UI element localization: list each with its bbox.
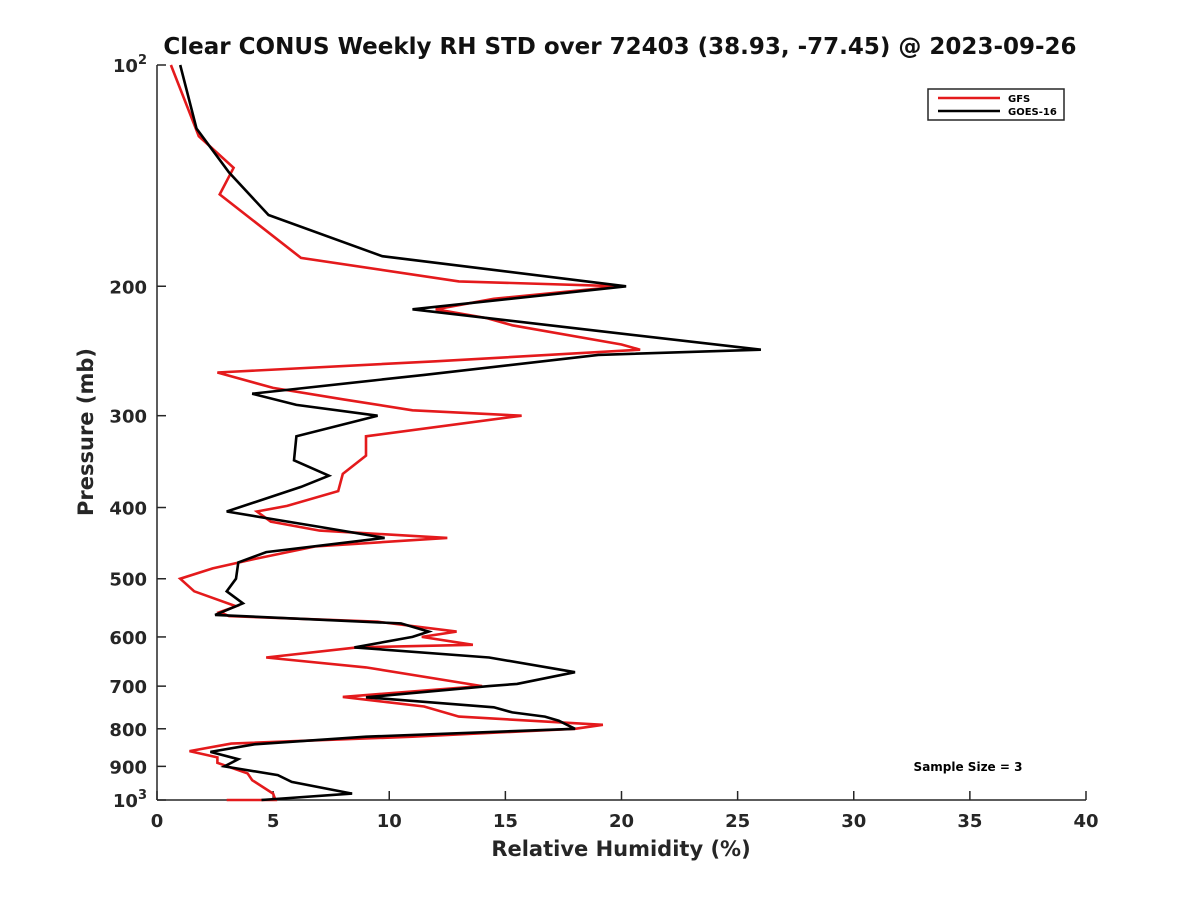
y-axis-label: Pressure (mb) [74, 348, 98, 516]
x-tick-label: 20 [609, 811, 634, 832]
y-tick-label: 400 [109, 499, 147, 520]
x-tick-label: 25 [725, 811, 750, 832]
legend-items: GFS GOES-16 [938, 94, 1057, 118]
x-tick-label: 35 [957, 811, 982, 832]
y-tick-label: 102 [113, 53, 147, 77]
x-tick-label: 10 [377, 811, 402, 832]
series-line-goes-16 [178, 64, 762, 802]
y-tick-label: 200 [109, 277, 147, 298]
chart-title: Clear CONUS Weekly RH STD over 72403 (38… [163, 34, 1076, 60]
x-tick-label: 40 [1073, 811, 1098, 832]
y-tick-label: 300 [109, 407, 147, 428]
sample-size-annotation: Sample Size = 3 [914, 760, 1023, 774]
x-axis-label: Relative Humidity (%) [491, 837, 750, 861]
legend-label: GFS [1008, 94, 1030, 105]
y-tick-label: 800 [109, 720, 147, 741]
y-tick-label: 900 [109, 757, 147, 778]
x-tick-label: 0 [151, 811, 164, 832]
y-tick-label: 103 [113, 788, 147, 812]
legend: GFS GOES-16 [927, 88, 1065, 121]
legend-label: GOES-16 [1008, 107, 1057, 118]
y-tick-exponent: 2 [138, 53, 147, 68]
y-tick-label: 600 [109, 628, 147, 649]
y-tick-label: 500 [109, 570, 147, 591]
y-tick-label: 700 [109, 677, 147, 698]
plot-area: 0 5 10 15 20 25 30 35 40 10220030040050060070080… [109, 53, 1098, 832]
x-ticks: 0 5 10 15 20 25 30 35 40 [151, 791, 1099, 832]
y-tick-base: 10 [113, 56, 138, 77]
legend-box [927, 88, 1065, 121]
x-tick-label: 30 [841, 811, 866, 832]
series-line-gfs [169, 64, 641, 802]
y-tick-exponent: 3 [138, 788, 147, 803]
x-tick-label: 15 [493, 811, 518, 832]
series-lines [169, 64, 762, 802]
x-tick-label: 5 [267, 811, 280, 832]
y-tick-base: 10 [113, 791, 138, 812]
